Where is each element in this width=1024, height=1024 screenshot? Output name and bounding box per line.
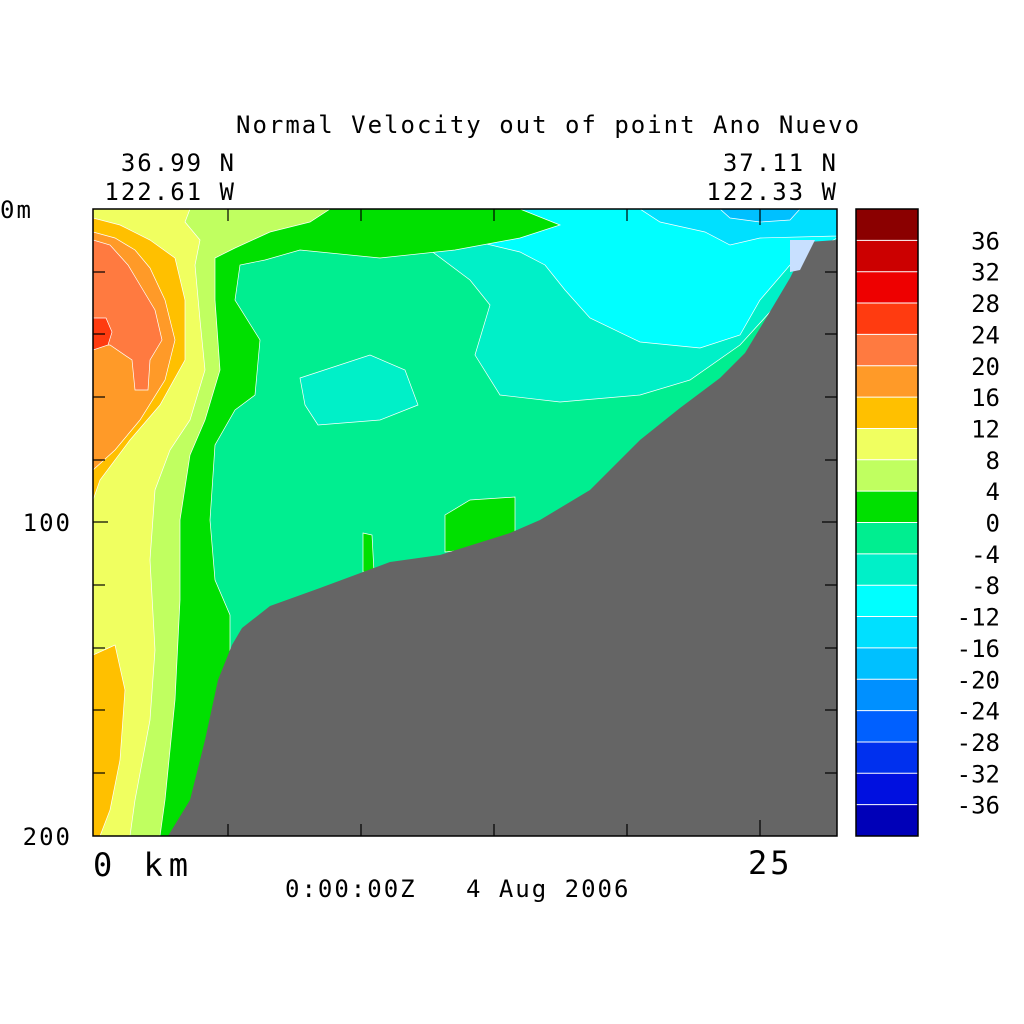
colorbar-tick-label: 28 (971, 290, 1000, 318)
colorbar-swatch (856, 491, 918, 523)
colorbar-tick-label: -4 (971, 541, 1000, 569)
colorbar-tick-label: 8 (986, 447, 1000, 475)
colorbar-swatch (856, 710, 918, 743)
colorbar-tick-label: -20 (957, 666, 1000, 694)
y-label-top: 0m (0, 196, 33, 224)
colorbar-tick-label: -24 (957, 698, 1000, 726)
colorbar-frame (855, 208, 919, 837)
colorbar-swatch (856, 428, 918, 461)
colorbar-tick-label: -28 (957, 729, 1000, 757)
band-20-24 (93, 239, 163, 391)
colorbar-tick-label: 36 (971, 227, 1000, 255)
colorbar-swatch (856, 773, 918, 806)
x-label-25: 25 (748, 844, 793, 882)
band-neg8-patch (299, 354, 419, 426)
band-0-4-sliver (362, 532, 375, 573)
colorbar-swatch (856, 616, 918, 649)
colorbar-tick-label: 12 (971, 415, 1000, 443)
surface-edge-patch (790, 240, 815, 272)
colorbar-swatch (856, 741, 918, 774)
colorbar-swatch (856, 303, 918, 335)
right-lon: 122.33 W (706, 178, 838, 206)
colorbar-swatch (856, 679, 918, 712)
chart-title: Normal Velocity out of point Ano Nuevo (236, 111, 862, 139)
colorbar-swatch (856, 585, 918, 618)
y-label-100: 100 (22, 509, 72, 537)
colorbar-swatch (856, 334, 918, 367)
colorbar-swatch (856, 522, 918, 555)
colorbar-tick-label: -16 (957, 635, 1000, 663)
left-lon: 122.61 W (104, 178, 236, 206)
colorbar-tick-label: -8 (971, 572, 1000, 600)
colorbar-swatch (856, 804, 918, 837)
colorbar-swatch (856, 365, 918, 398)
colorbar-tick-label: -32 (957, 760, 1000, 788)
colorbar-tick-label: 20 (971, 353, 1000, 381)
colorbar-swatch (856, 647, 918, 680)
y-label-200: 200 (22, 823, 72, 851)
band-12-16-lower (93, 644, 126, 836)
colorbar-tick-label: 16 (971, 384, 1000, 412)
x-label-start: 0 km (93, 846, 195, 884)
colorbar-swatch (856, 240, 918, 273)
right-lat: 37.11 N (722, 149, 838, 177)
left-lat: 36.99 N (120, 149, 236, 177)
colorbar-tick-label: 4 (986, 478, 1000, 506)
colorbar-swatch (856, 397, 918, 429)
colorbar-swatch (856, 209, 918, 241)
colorbar-tick-label: 0 (986, 510, 1000, 538)
colorbar-tick-label: 32 (971, 259, 1000, 287)
colorbar-tick-label: -36 (957, 792, 1000, 820)
colorbar-swatch (856, 459, 918, 492)
colorbar-tick-label: -12 (957, 604, 1000, 632)
colorbar (856, 209, 918, 837)
bathymetry (168, 240, 837, 836)
contour-field (93, 209, 837, 836)
colorbar-swatch (856, 553, 918, 586)
timestamp: 0:00:00Z 4 Aug 2006 (285, 875, 631, 903)
colorbar-labels: 36 32 28 24 20 16 12 8 4 0 -4 -8 -12 -16 -20 -24 -28 -32 -… (957, 227, 1000, 819)
x-ticks (227, 209, 761, 836)
colorbar-tick-label: 24 (971, 321, 1000, 349)
colorbar-swatch (856, 271, 918, 304)
y-ticks (93, 271, 837, 774)
